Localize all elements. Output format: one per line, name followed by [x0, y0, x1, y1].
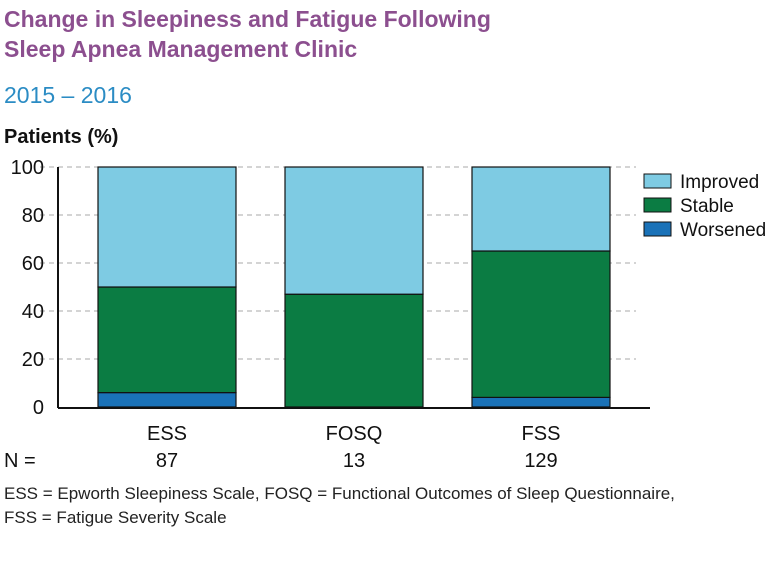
y-tick-label: 0	[33, 397, 44, 419]
footnote-line-2: FSS = Fatigue Severity Scale	[4, 508, 227, 527]
bar-worsened-ess	[97, 392, 237, 408]
footnote: ESS = Epworth Sleepiness Scale, FOSQ = F…	[4, 482, 780, 530]
n-value: 129	[524, 450, 557, 472]
footnote-line-1: ESS = Epworth Sleepiness Scale, FOSQ = F…	[4, 484, 675, 503]
chart-subtitle: 2015 – 2016	[4, 82, 132, 108]
legend-label-worsened: Worsened	[680, 220, 766, 241]
y-axis-label: Patients (%)	[4, 126, 118, 148]
legend-label-improved: Improved	[680, 172, 759, 193]
bar-improved-fosq	[284, 166, 424, 295]
bar-stable-fosq	[284, 293, 424, 408]
bar-worsened-fss	[471, 396, 611, 408]
x-tick-label: FSS	[522, 423, 561, 445]
bar-stable-ess	[97, 286, 237, 394]
y-tick-label: 80	[22, 205, 44, 227]
chart-title: Change in Sleepiness and Fatigue Followi…	[4, 4, 491, 64]
y-tick-label: 20	[22, 349, 44, 371]
legend-label-stable: Stable	[680, 196, 734, 217]
n-label: N =	[4, 450, 36, 472]
y-tick-label: 100	[11, 157, 44, 179]
x-tick-label: ESS	[147, 423, 187, 445]
bar-improved-ess	[97, 166, 237, 288]
n-value: 87	[156, 450, 178, 472]
n-value: 13	[343, 450, 365, 472]
chart-title-line-1: Change in Sleepiness and Fatigue Followi…	[4, 6, 491, 32]
stacked-bar-chart: Patients (%) 0 20 40 60 80 100 ESS 87 FOSQ 13 FSS 12…	[4, 126, 766, 472]
y-tick-label: 60	[22, 253, 44, 275]
x-tick-label: FOSQ	[326, 423, 383, 445]
y-tick-label: 40	[22, 301, 44, 323]
legend-swatch-improved	[643, 173, 672, 189]
legend-swatch-worsened	[643, 221, 672, 237]
bar-stable-fss	[471, 250, 611, 398]
bar-improved-fss	[471, 166, 611, 252]
legend-swatch-stable	[643, 197, 672, 213]
chart-title-line-2: Sleep Apnea Management Clinic	[4, 36, 358, 62]
